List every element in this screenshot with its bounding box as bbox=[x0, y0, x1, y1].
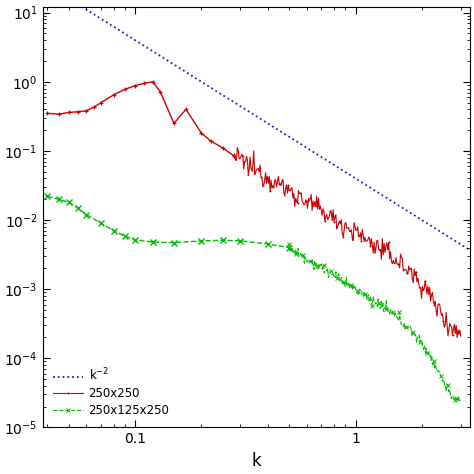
250x125x250 bbox=[355, 289, 361, 294]
k$^{-2}$ bbox=[292, 138, 298, 144]
250x125x250 bbox=[451, 396, 456, 401]
X-axis label: k: k bbox=[251, 452, 261, 470]
Legend: k$^{-2}$, 250x250, 250x125x250: k$^{-2}$, 250x250, 250x125x250 bbox=[48, 363, 174, 421]
250x250 bbox=[363, 238, 369, 244]
250x250 bbox=[458, 333, 464, 339]
250x250 bbox=[326, 215, 331, 221]
Line: 250x125x250: 250x125x250 bbox=[288, 243, 462, 403]
250x250 bbox=[269, 185, 275, 191]
250x250 bbox=[450, 332, 456, 338]
250x125x250 bbox=[405, 325, 410, 330]
250x125x250 bbox=[357, 288, 363, 294]
250x250 bbox=[389, 258, 394, 264]
Line: 250x250: 250x250 bbox=[232, 146, 462, 339]
k$^{-2}$ bbox=[301, 143, 307, 149]
Line: k$^{-2}$: k$^{-2}$ bbox=[43, 0, 470, 250]
250x125x250 bbox=[315, 262, 320, 267]
250x125x250 bbox=[286, 241, 292, 247]
k$^{-2}$ bbox=[400, 205, 406, 211]
250x125x250 bbox=[458, 397, 464, 403]
k$^{-2}$ bbox=[467, 247, 473, 253]
250x125x250 bbox=[455, 399, 461, 404]
250x250 bbox=[323, 214, 328, 219]
250x250 bbox=[235, 145, 240, 150]
k$^{-2}$ bbox=[294, 139, 300, 145]
k$^{-2}$ bbox=[427, 222, 433, 228]
250x125x250 bbox=[385, 310, 391, 315]
250x250 bbox=[231, 154, 237, 160]
250x250 bbox=[454, 335, 460, 340]
